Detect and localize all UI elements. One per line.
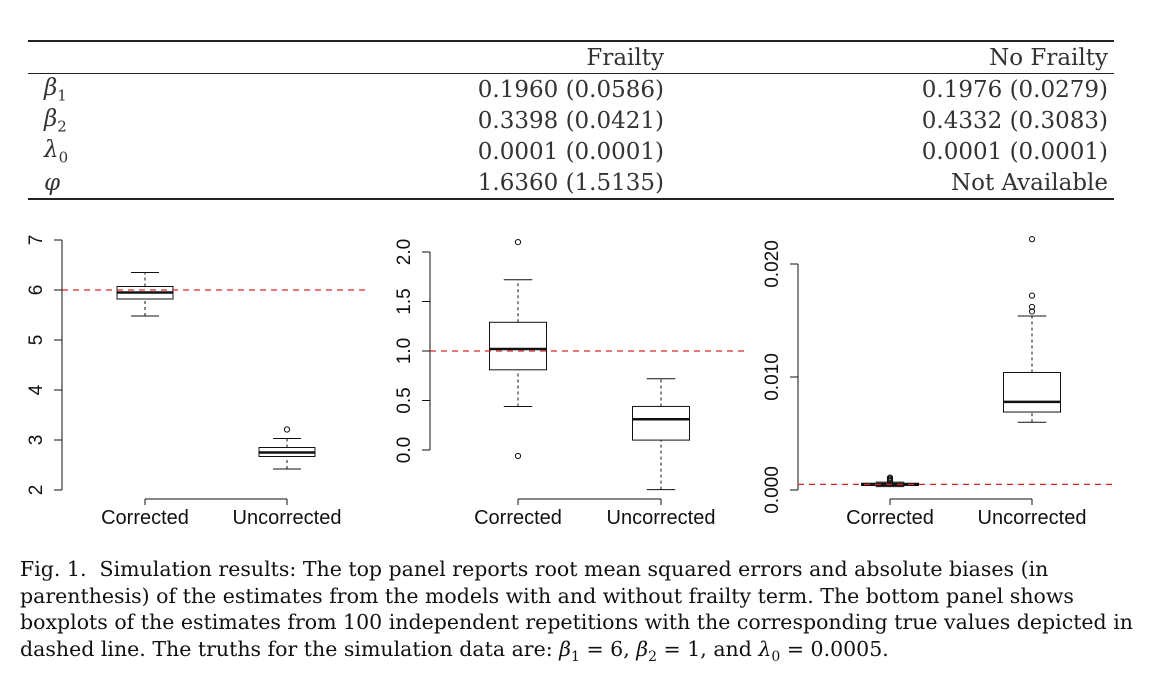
header-no-frailty: No Frailty [989,45,1108,71]
boxplot-panel-1: 2 3 4 5 6 7 Corrected Uncorrected [26,235,370,529]
param-symbol: λ [44,136,59,163]
truth-symbol: β [559,636,572,661]
category-label: Uncorrected [233,507,342,529]
outlier-point [283,426,291,433]
no-frailty-value: Not Available [950,169,1108,196]
param-cell: β2 [28,105,104,136]
truth-symbol: β [636,636,649,661]
outlier-point [514,452,522,460]
outlier-point [1028,308,1036,315]
category-label: Uncorrected [607,507,716,529]
category-label: Uncorrected [978,507,1087,529]
box-uncorrected [258,426,316,470]
truth-value: = 6, [579,636,637,661]
param-subscript: 0 [58,148,69,167]
figure-caption: Fig. 1. Simulation results: The top pane… [20,556,1140,670]
y-tick-label: 2.0 [394,239,415,265]
caption-text: Simulation results: The top panel report… [20,557,1133,661]
truth-item: β2 = 1, and [636,636,759,665]
frailty-value: 1.6360 (1.5135) [477,169,664,196]
table-row: β1 0.1960 (0.0586) 0.1976 (0.0279) [28,74,1114,106]
header-param [28,41,104,74]
outlier-point [1028,303,1036,311]
table-row: φ 1.6360 (1.5135) Not Available [28,167,1114,199]
caption-truths: β1 = 6, β2 = 1, and λ0 = 0.0005. [559,636,889,665]
truth-symbol: λ [758,636,772,661]
param-cell: β1 [28,74,104,106]
outlier-point [514,239,522,246]
no-frailty-value: 0.0001 (0.0001) [921,138,1108,165]
category-label: Corrected [101,507,189,529]
y-tick-label: 0.020 [762,240,783,288]
y-tick-label: 6 [26,285,47,296]
box-corrected [116,272,174,317]
no-frailty-value: 0.4332 (0.3083) [921,107,1108,134]
y-tick-label: 0.0 [394,437,415,463]
iqr-box [489,321,547,371]
results-table: Frailty No Frailty β1 0.1960 (0.0586) 0.19… [28,40,1114,200]
truth-item: λ0 = 0.0005. [758,636,889,665]
truth-subscript: 2 [648,648,658,665]
y-tick-label: 5 [26,335,47,346]
y-tick-label: 0.5 [394,387,415,413]
frailty-value: 0.3398 (0.0421) [477,107,664,134]
table-row: β2 0.3398 (0.0421) 0.4332 (0.3083) [28,105,1114,136]
iqr-box [1003,371,1061,413]
boxplot-panel-3: 0.000 0.010 0.020 Corrected Uncorrected [762,236,1115,529]
truth-subscript: 1 [571,648,580,665]
truth-value: = 1, and [657,636,759,661]
y-tick-label: 7 [26,235,47,246]
caption-label: Fig. 1. [20,557,87,581]
box-uncorrected [1003,236,1061,423]
param-symbol: β [44,105,58,132]
table-header-row: Frailty No Frailty [28,41,1114,74]
category-label: Corrected [846,507,934,529]
y-tick-label: 2 [26,485,47,496]
truth-item: β1 = 6, [559,636,637,665]
frailty-value: 0.1960 (0.0586) [477,76,664,103]
y-tick-label: 3 [26,435,47,446]
param-subscript: 2 [57,117,67,136]
outlier-point [1028,292,1036,299]
table-row: λ0 0.0001 (0.0001) 0.0001 (0.0001) [28,136,1114,167]
frailty-value: 0.0001 (0.0001) [477,138,664,165]
box-corrected [489,239,547,460]
param-symbol: β [44,74,58,101]
y-tick-label: 1.0 [394,338,415,364]
param-subscript: 1 [57,86,67,105]
param-cell: φ [28,167,104,199]
outlier-point [1028,236,1036,243]
no-frailty-value: 0.1976 (0.0279) [921,76,1108,103]
iqr-box [632,405,690,441]
box-uncorrected [632,378,690,491]
header-frailty: Frailty [586,45,664,71]
truth-value: = 0.0005. [780,636,889,661]
param-symbol: φ [44,169,61,196]
boxplot-panel-2: 0.0 0.5 1.0 1.5 2.0 Corrected Uncorrected [394,239,745,529]
param-cell: λ0 [28,136,104,167]
y-tick-label: 4 [26,384,47,395]
y-tick-label: 1.5 [394,288,415,314]
category-label: Corrected [474,507,562,529]
y-tick-label: 0.010 [762,353,783,401]
y-tick-label: 0.000 [762,466,783,514]
outlier-point [886,474,894,481]
boxplot-figure: 2 3 4 5 6 7 Corrected Uncorrected 0.0 0.5 1.0 1.5 2.… [26,235,1115,529]
truth-subscript: 0 [771,648,781,665]
